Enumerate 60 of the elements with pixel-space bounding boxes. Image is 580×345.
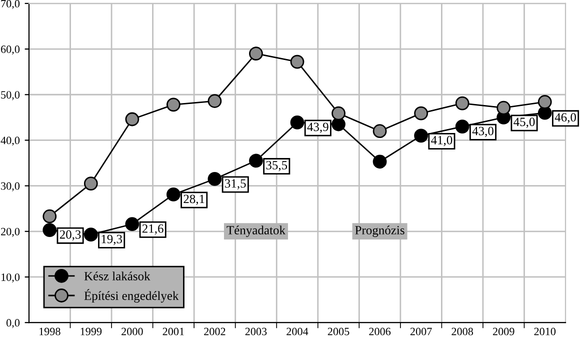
y-tick-label: 60,0 [1, 46, 20, 55]
point [166, 188, 180, 202]
point [166, 98, 180, 112]
x-tick-label: 2005 [328, 328, 350, 336]
data-label: 45,0 [514, 118, 535, 128]
data-label: 41,0 [431, 136, 452, 146]
data-label: 19,3 [102, 234, 122, 246]
legend-label: Építési engedélyek [84, 289, 179, 303]
data-label: 28,1 [184, 194, 204, 205]
point [372, 124, 387, 138]
y-tick-label: 50,0 [1, 91, 20, 100]
data-label: 21,6 [142, 224, 164, 235]
x-tick-label: 2000 [122, 328, 143, 336]
point [208, 94, 222, 108]
x-tick-label: 2001 [162, 328, 184, 336]
point [42, 209, 57, 224]
point [125, 112, 140, 126]
x-tick-label: 2002 [204, 328, 226, 336]
data-label: 20,3 [60, 230, 81, 241]
x-tick-label: 2003 [245, 328, 267, 336]
point [42, 223, 57, 237]
data-label: 43,9 [307, 122, 328, 133]
data-label: 43,0 [472, 126, 494, 138]
point [249, 154, 263, 168]
point [208, 172, 222, 186]
point [538, 94, 552, 109]
point [84, 228, 98, 242]
point [414, 106, 428, 120]
y-tick-label: 30,0 [1, 182, 20, 192]
y-tick-label: 0,0 [6, 319, 20, 328]
point [414, 128, 428, 143]
x-tick-label: 2008 [452, 328, 474, 336]
data-label: 35,5 [266, 161, 288, 172]
point [372, 154, 387, 169]
x-tick-label: 2009 [492, 328, 514, 336]
point [332, 117, 346, 132]
point [455, 96, 470, 110]
point [290, 54, 304, 69]
x-tick-label: 2007 [410, 328, 432, 336]
y-tick-label: 20,0 [1, 228, 20, 237]
x-tick-label: 1999 [80, 328, 102, 336]
point [249, 46, 263, 61]
point [125, 217, 140, 232]
annotation: Tényadatok [226, 226, 286, 237]
point [84, 176, 98, 190]
y-tick-label: 10,0 [2, 273, 20, 283]
data-label: 46,0 [554, 113, 576, 124]
point [496, 100, 511, 115]
x-tick-label: 1998 [40, 328, 60, 336]
data-label: 31,5 [225, 179, 246, 190]
point [332, 106, 346, 120]
point [455, 120, 470, 134]
x-tick-label: 2010 [534, 328, 556, 336]
x-tick-label: 2004 [286, 328, 308, 336]
legend-label: Kész lakások [84, 272, 150, 280]
point [290, 115, 304, 130]
annotation: Prognózis [355, 226, 404, 237]
y-tick-label: 40,0 [0, 136, 20, 146]
x-tick-label: 2006 [369, 328, 391, 336]
y-tick-label: 70,0 [1, 0, 20, 10]
